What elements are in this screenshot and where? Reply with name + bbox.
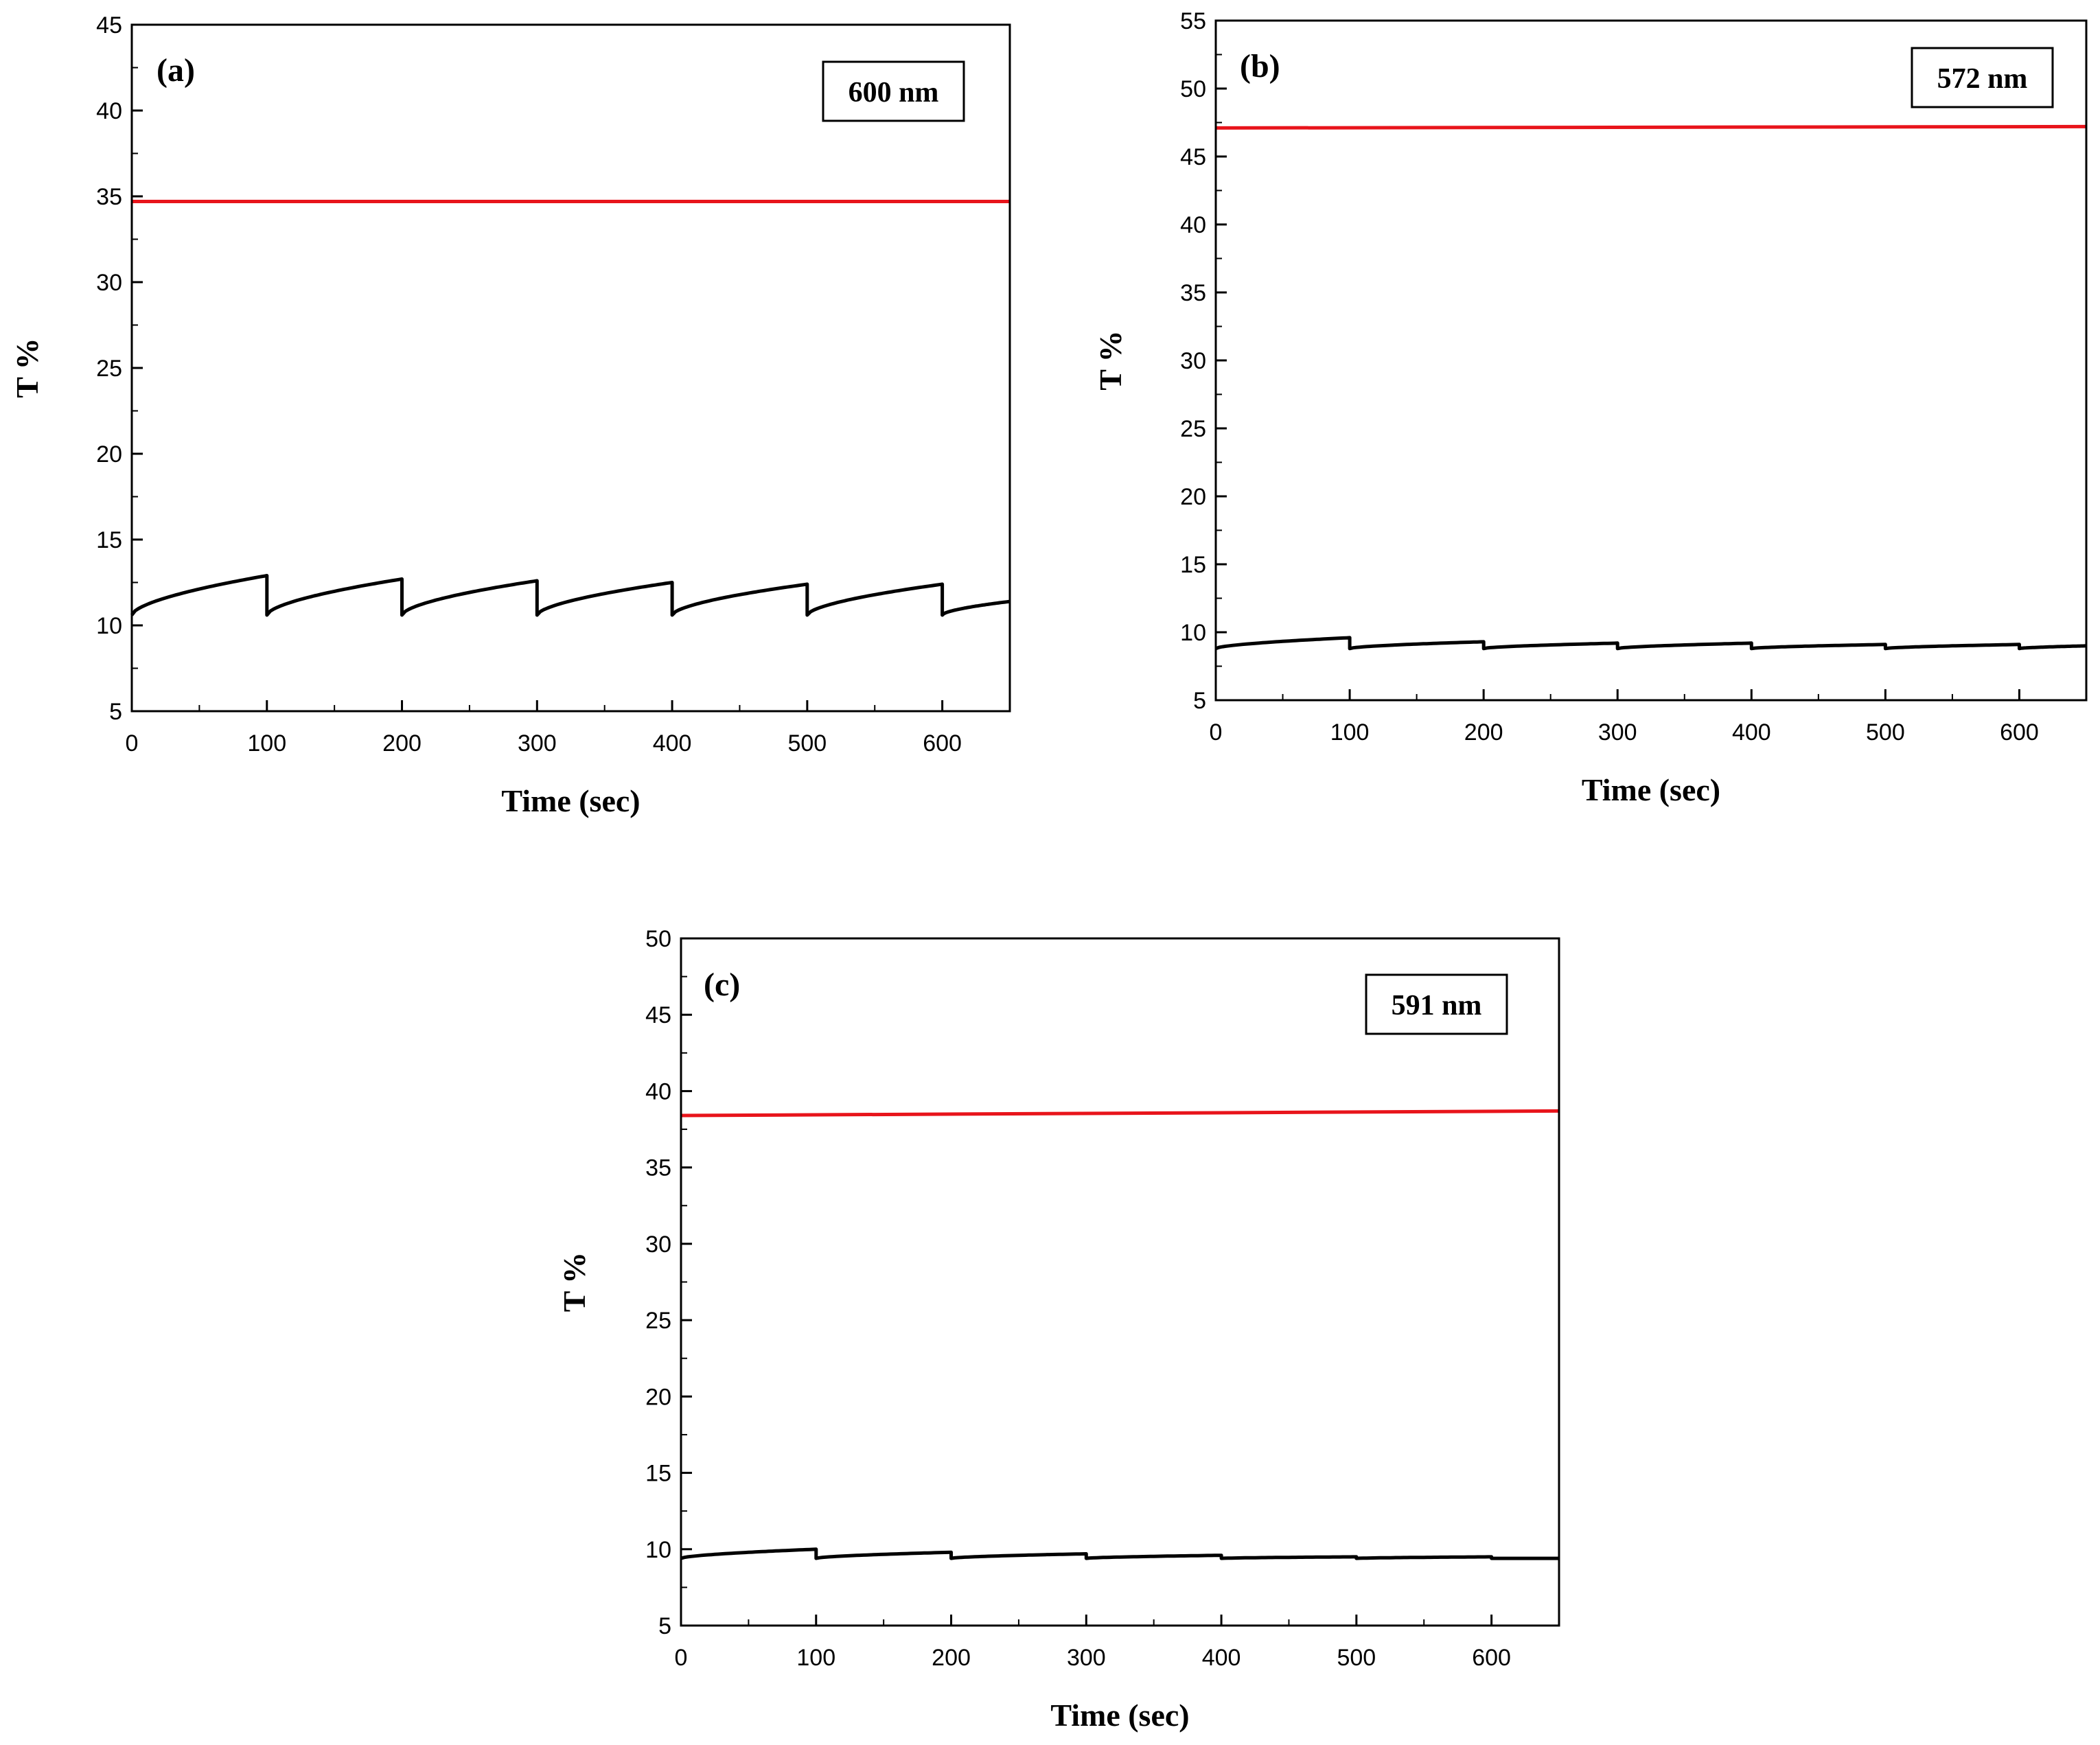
y-tick-label: 5 [109, 699, 122, 725]
y-tick-label: 40 [645, 1078, 671, 1105]
chart-panel-2: 5 10 15 20 25 30 35 40 45 50 55 0 100 200 300 400 500 600… [1093, 8, 2088, 807]
y-tick-label: 35 [645, 1155, 671, 1181]
y-tick-label: 40 [1180, 212, 1206, 238]
y-axis-title: T % [1093, 330, 1128, 390]
y-tick-label: 55 [1180, 8, 1206, 34]
y-tick-label: 45 [1180, 144, 1206, 170]
wavelength-box [1911, 47, 2054, 108]
plot-frame [130, 23, 1011, 713]
y-tick-label: 25 [96, 356, 122, 382]
x-tick-label: 400 [1202, 1645, 1241, 1671]
x-tick-label: 500 [1866, 719, 1905, 746]
x-tick-label: 100 [796, 1645, 835, 1671]
panel-label: (b) [1240, 48, 1280, 84]
x-tick-label: 300 [1067, 1645, 1106, 1671]
x-tick-label: 0 [675, 1645, 688, 1671]
x-tick-label: 600 [923, 730, 962, 756]
y-axis-title: T % [557, 1252, 592, 1312]
wavelength-label: 600 nm [849, 77, 939, 108]
chart-panel-1: 5 10 15 20 25 30 35 40 45 0 100 200 300 400 500 600 Time… [10, 12, 1011, 818]
series-line-bleached [1215, 636, 2087, 651]
y-tick-label: 35 [1180, 280, 1206, 306]
y-tick-label: 15 [645, 1461, 671, 1487]
wavelength-box [822, 60, 965, 122]
y-tick-label: 45 [645, 1002, 671, 1028]
y-tick-label: 15 [1180, 552, 1206, 578]
wavelength-label: 591 nm [1392, 990, 1482, 1021]
y-tick-label: 30 [1180, 348, 1206, 374]
y-tick-label: 40 [96, 98, 122, 124]
series-line-colored [680, 1109, 1560, 1118]
x-tick-label: 0 [1210, 719, 1223, 746]
x-tick-label: 300 [518, 730, 557, 756]
y-tick-label: 20 [1180, 484, 1206, 510]
series-line-colored [1215, 124, 2087, 130]
plot-frame [680, 937, 1560, 1627]
x-axis-title: Time (sec) [501, 783, 640, 818]
y-tick-label: 35 [96, 184, 122, 210]
x-tick-label: 200 [382, 730, 422, 756]
y-tick-label: 20 [96, 441, 122, 467]
y-tick-label: 5 [1193, 688, 1206, 714]
x-tick-label: 100 [247, 730, 286, 756]
y-tick-label: 20 [645, 1384, 671, 1410]
y-tick-label: 50 [1180, 76, 1206, 102]
y-tick-label: 15 [96, 527, 122, 553]
x-tick-label: 400 [653, 730, 692, 756]
panel-label: (c) [704, 967, 740, 1003]
x-tick-label: 200 [1464, 719, 1503, 746]
x-tick-label: 100 [1330, 719, 1370, 746]
series-line-bleached [130, 574, 1011, 617]
x-tick-label: 0 [126, 730, 139, 756]
wavelength-label: 572 nm [1937, 63, 2028, 95]
x-tick-label: 600 [2000, 719, 2039, 746]
x-tick-label: 400 [1732, 719, 1771, 746]
y-tick-label: 10 [96, 613, 122, 639]
x-tick-label: 200 [932, 1645, 971, 1671]
x-axis-title: Time (sec) [1582, 772, 1720, 807]
y-tick-label: 30 [96, 270, 122, 296]
y-tick-label: 30 [645, 1232, 671, 1258]
x-tick-label: 600 [1472, 1645, 1511, 1671]
x-tick-label: 300 [1598, 719, 1637, 746]
series-line-bleached [680, 1547, 1559, 1560]
y-tick-label: 45 [96, 12, 122, 38]
x-tick-label: 500 [787, 730, 827, 756]
plot-frame [1214, 19, 2088, 702]
x-axis-title: Time (sec) [1050, 1698, 1189, 1733]
x-tick-label: 500 [1337, 1645, 1376, 1671]
wavelength-box [1365, 973, 1508, 1035]
y-tick-label: 25 [645, 1308, 671, 1334]
y-tick-label: 5 [658, 1613, 671, 1639]
y-tick-label: 10 [645, 1537, 671, 1563]
y-tick-label: 50 [645, 926, 671, 952]
panel-label: (a) [157, 52, 195, 89]
y-tick-label: 10 [1180, 620, 1206, 646]
y-axis-title: T % [10, 338, 45, 397]
y-tick-label: 25 [1180, 416, 1206, 442]
